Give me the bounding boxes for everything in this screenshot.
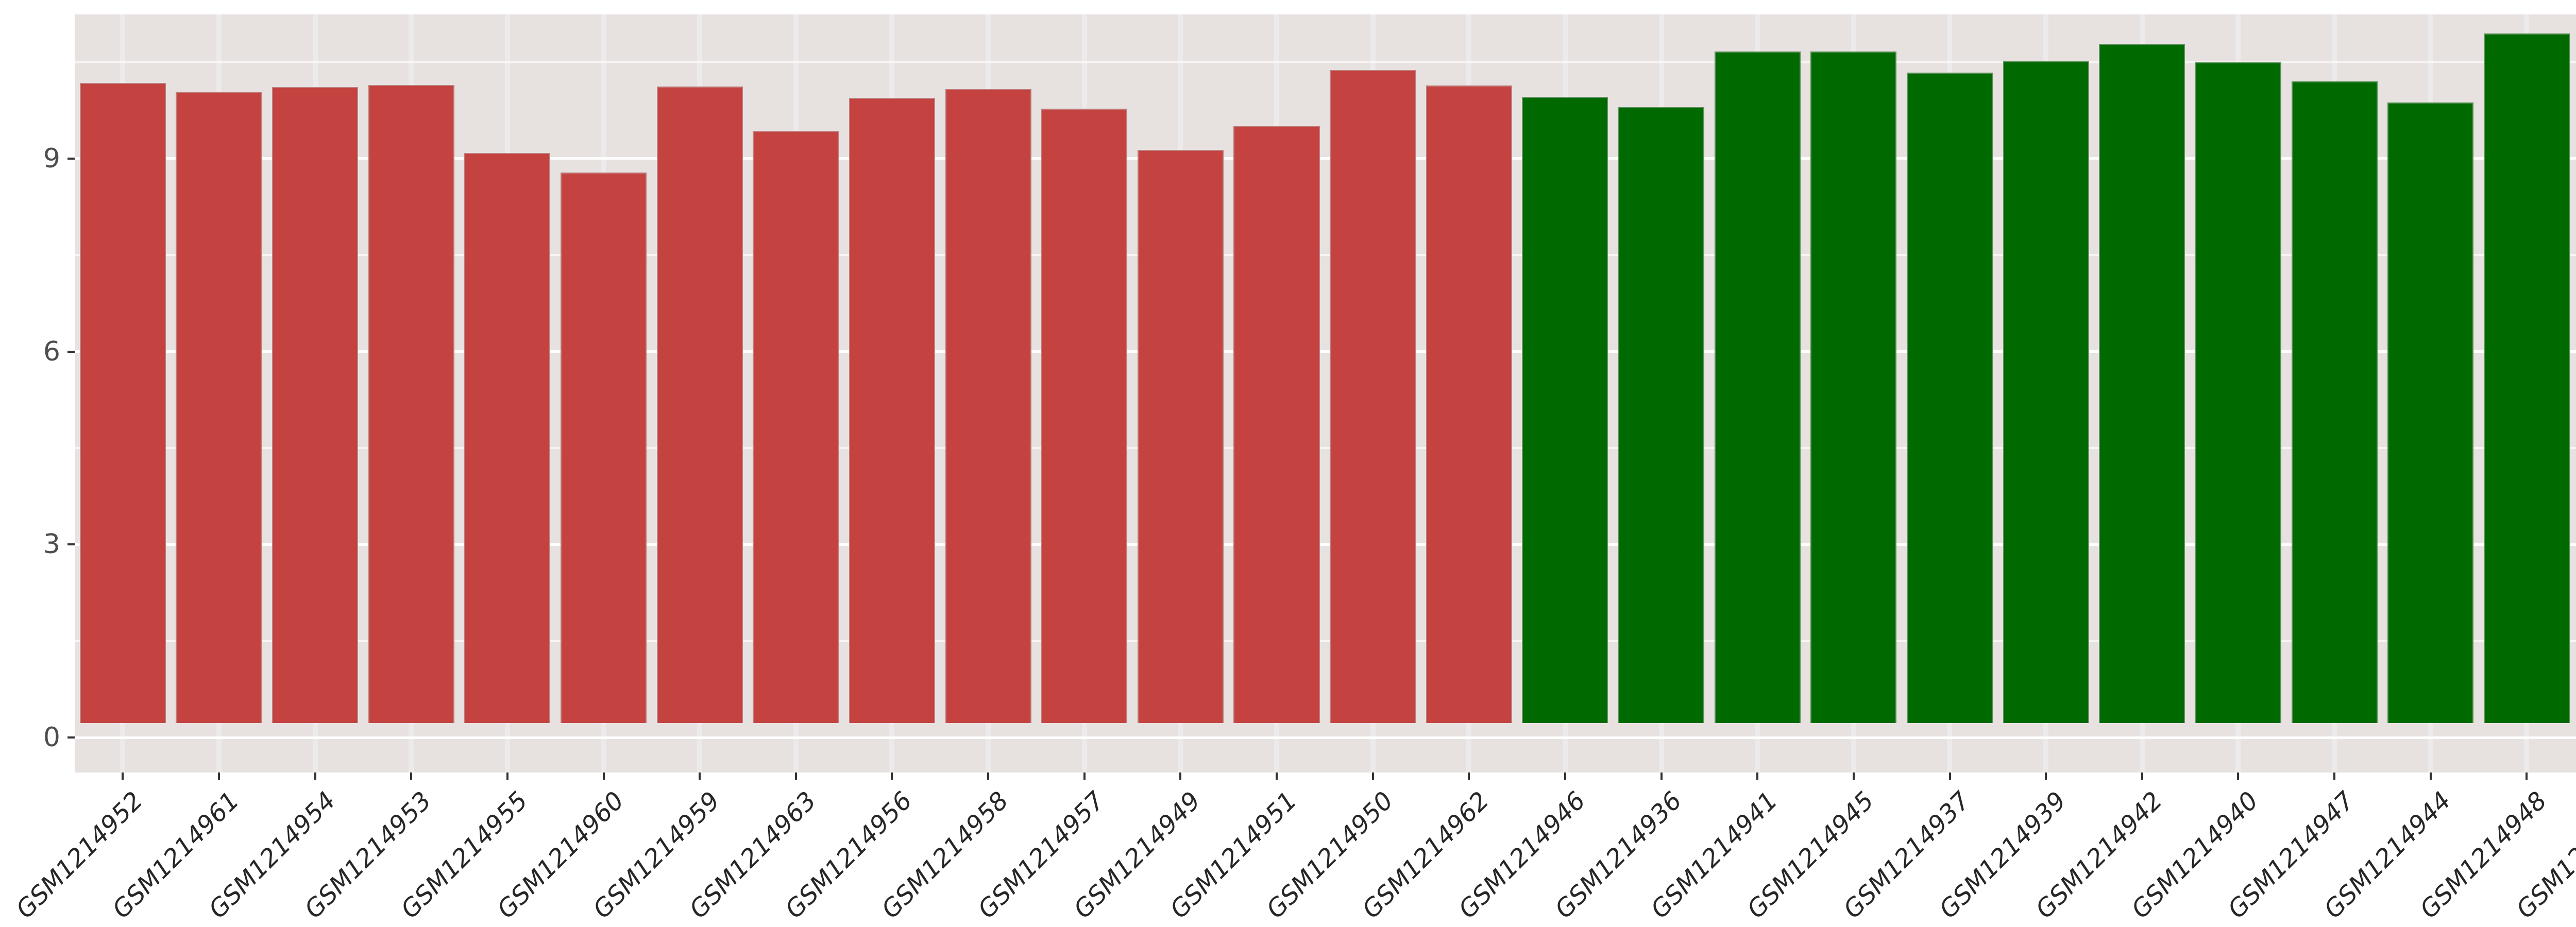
x-axis-tick — [2141, 772, 2143, 780]
x-axis-tick — [1083, 772, 1086, 780]
bar-slot — [1806, 14, 1902, 772]
bar — [272, 87, 359, 723]
bar — [656, 86, 743, 723]
bar-slot — [748, 14, 844, 772]
x-axis-tick — [699, 772, 701, 780]
x-axis-tick — [2429, 772, 2432, 780]
bar-slot — [75, 14, 171, 772]
y-axis-tick — [67, 350, 75, 353]
bar-slot — [460, 14, 556, 772]
gridline-minor — [75, 61, 2576, 63]
gridline-major — [75, 736, 2576, 739]
bar-slot — [1421, 14, 1517, 772]
y-tick-label: 9 — [43, 143, 60, 174]
bar — [2291, 81, 2378, 723]
gridline-minor — [75, 447, 2576, 449]
bar-slot — [1709, 14, 1806, 772]
x-axis-tick — [410, 772, 413, 780]
x-axis-tick — [794, 772, 797, 780]
bar-slot — [2190, 14, 2286, 772]
x-axis-tick — [506, 772, 509, 780]
x-axis-tick — [2237, 772, 2240, 780]
bar — [2483, 33, 2570, 723]
bar-slot — [2286, 14, 2383, 772]
bar — [1618, 107, 1705, 723]
x-axis-tick — [217, 772, 220, 780]
y-axis-tick — [67, 736, 75, 739]
gridline-minor — [75, 254, 2576, 256]
bar — [561, 172, 647, 723]
bar — [1041, 109, 1128, 723]
x-axis-tick — [1564, 772, 1566, 780]
bar — [2003, 61, 2089, 723]
bar-slot — [1998, 14, 2094, 772]
bar — [1137, 150, 1224, 723]
bar — [1714, 52, 1801, 723]
gridline-minor — [75, 640, 2576, 642]
bar — [2099, 44, 2185, 723]
x-axis-tick — [987, 772, 990, 780]
bar — [753, 130, 839, 723]
bar — [945, 89, 1031, 723]
gridline-major — [75, 157, 2576, 160]
x-axis-tick — [1179, 772, 1182, 780]
bar — [1426, 85, 1512, 723]
bar-slot — [1902, 14, 1998, 772]
bar — [464, 153, 551, 723]
bar-slot — [267, 14, 363, 772]
bar-slot — [171, 14, 267, 772]
x-axis-tick — [602, 772, 605, 780]
bar — [1810, 52, 1897, 723]
bar-slot — [555, 14, 652, 772]
x-axis-tick — [1756, 772, 1759, 780]
bar-slot — [1517, 14, 1614, 772]
x-axis-tick — [1660, 772, 1663, 780]
x-axis-tick — [1371, 772, 1374, 780]
bar-slot — [844, 14, 940, 772]
bar — [2195, 62, 2281, 723]
x-axis-tick — [122, 772, 124, 780]
x-axis-tick — [891, 772, 893, 780]
bar-slot — [652, 14, 748, 772]
x-axis-tick — [1948, 772, 1951, 780]
bar — [849, 98, 935, 723]
y-axis-tick — [67, 543, 75, 546]
bar-slot — [1325, 14, 1421, 772]
bar-slot — [940, 14, 1037, 772]
gridline-major — [75, 543, 2576, 546]
bar-slot — [2094, 14, 2190, 772]
x-axis-tick — [1276, 772, 1278, 780]
x-axis-tick — [2526, 772, 2528, 780]
bar — [176, 92, 262, 723]
bar — [79, 83, 166, 723]
y-tick-label: 6 — [43, 336, 60, 367]
bar-slot — [363, 14, 460, 772]
x-axis-tick — [2045, 772, 2047, 780]
y-tick-label: 0 — [43, 722, 60, 753]
x-axis-tick — [1852, 772, 1855, 780]
bar-slot — [2479, 14, 2575, 772]
bar-slot — [1229, 14, 1325, 772]
bar — [2387, 102, 2474, 723]
plot-panel — [75, 14, 2576, 772]
y-tick-label: 3 — [43, 529, 60, 560]
gridline-major — [75, 350, 2576, 353]
bar — [368, 85, 454, 723]
bar-slot — [2382, 14, 2479, 772]
bar — [1330, 70, 1416, 723]
x-axis-tick — [2333, 772, 2336, 780]
x-axis-tick — [314, 772, 316, 780]
bar-slot — [1036, 14, 1132, 772]
bar-slot — [1613, 14, 1709, 772]
y-axis-tick — [67, 157, 75, 160]
bar-slots — [75, 14, 2576, 772]
bar — [1522, 96, 1608, 723]
bar-slot — [1132, 14, 1229, 772]
bar — [1233, 126, 1320, 723]
bar — [1906, 73, 1993, 723]
x-axis-tick — [1468, 772, 1470, 780]
